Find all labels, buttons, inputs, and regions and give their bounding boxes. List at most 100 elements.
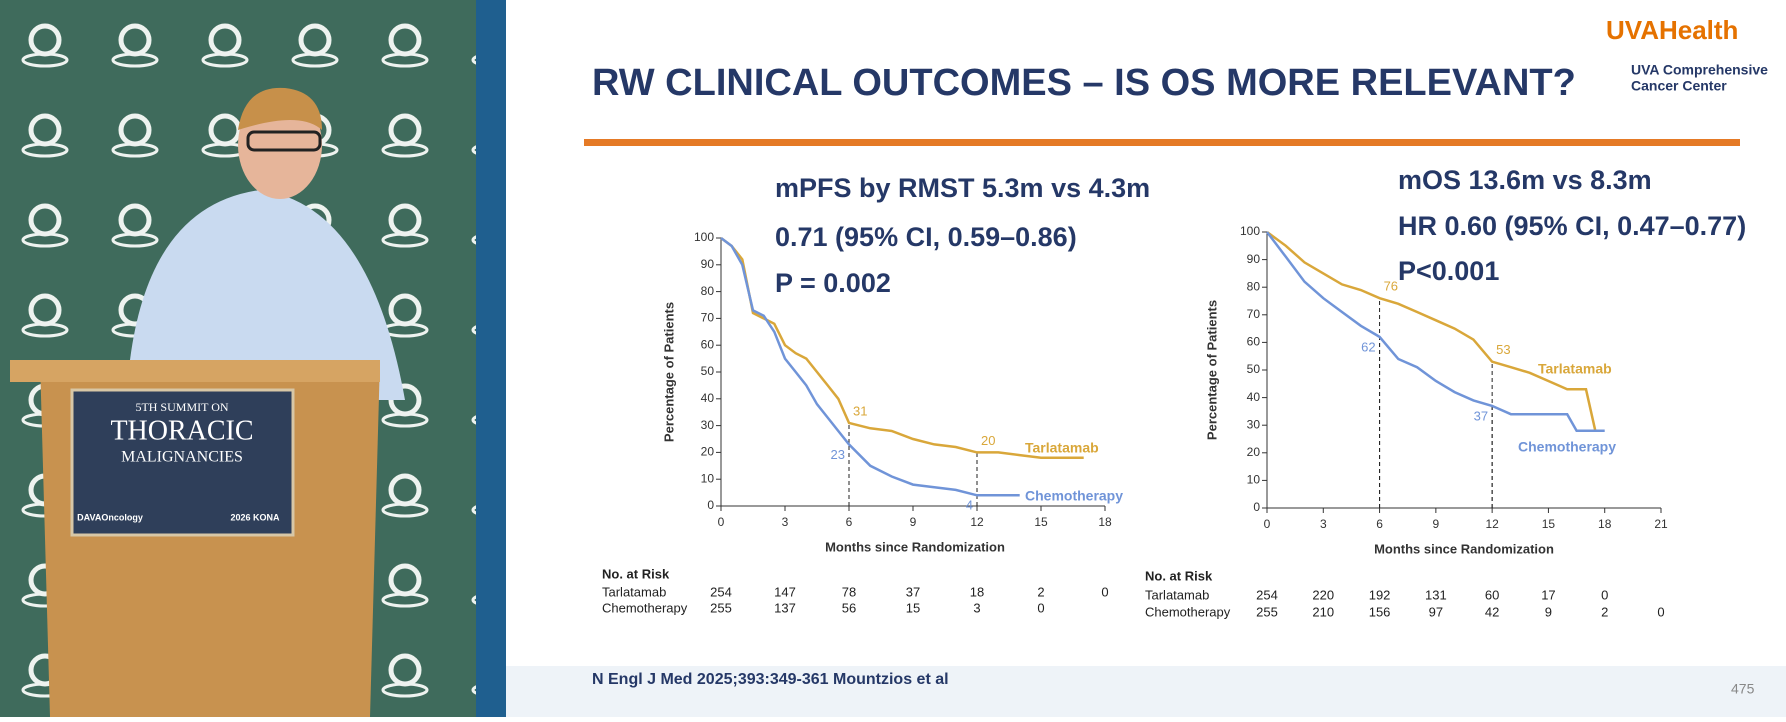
y-tick-label: 50 (1247, 362, 1261, 376)
stat-text: 0.71 (95% CI, 0.59–0.86) (775, 222, 1077, 252)
risk-value: 147 (774, 584, 796, 599)
risk-value: 131 (1425, 587, 1447, 602)
podium-top (10, 360, 380, 382)
podium-logo: 2026 KONA (230, 512, 280, 522)
risk-value: 97 (1429, 604, 1443, 619)
x-tick-label: 12 (1485, 517, 1499, 531)
x-tick-label: 0 (1264, 517, 1271, 531)
curve-annotation: 53 (1496, 342, 1510, 357)
risk-value: 3 (973, 600, 980, 615)
x-tick-label: 18 (1098, 515, 1112, 529)
risk-value: 220 (1312, 587, 1334, 602)
stat-text: P = 0.002 (775, 268, 891, 298)
y-tick-label: 30 (701, 418, 715, 432)
risk-value: 60 (1485, 587, 1499, 602)
y-tick-label: 40 (1247, 390, 1261, 404)
y-tick-label: 60 (701, 337, 715, 351)
y-tick-label: 80 (1247, 279, 1261, 293)
curve-annotation: 4 (966, 498, 973, 513)
curve-annotation: 20 (981, 433, 995, 448)
y-tick-label: 0 (1253, 500, 1260, 514)
logo: UVAHealth (1606, 15, 1738, 45)
x-tick-label: 3 (782, 515, 789, 529)
podium-text: MALIGNANCIES (121, 449, 243, 466)
risk-row-name: Chemotherapy (602, 600, 688, 615)
stripe (476, 0, 506, 717)
x-tick-label: 9 (1433, 517, 1440, 531)
y-tick-label: 10 (1247, 473, 1261, 487)
slide-footer (506, 666, 1786, 717)
risk-value: 17 (1541, 587, 1555, 602)
y-tick-label: 70 (1247, 307, 1261, 321)
x-tick-label: 18 (1598, 517, 1612, 531)
y-tick-label: 50 (701, 364, 715, 378)
survival-curve (1266, 230, 1597, 431)
risk-title: No. at Risk (602, 566, 670, 581)
risk-value: 255 (1256, 604, 1278, 619)
y-tick-label: 60 (1247, 335, 1261, 349)
speaker-shirt (130, 190, 405, 400)
curve-annotation: 76 (1384, 279, 1398, 294)
risk-value: 2 (1601, 604, 1608, 619)
risk-value: 37 (906, 584, 920, 599)
risk-value: 137 (774, 600, 796, 615)
series-label: Chemotherapy (1518, 439, 1616, 455)
risk-value: 0 (1657, 604, 1664, 619)
podium-sign (70, 388, 295, 537)
slide (506, 0, 1786, 717)
slide-title: RW CLINICAL OUTCOMES – IS OS MORE RELEVA… (592, 62, 1576, 104)
stat-text: mOS 13.6m vs 8.3m (1398, 165, 1652, 195)
x-axis-label: Months since Randomization (1374, 541, 1554, 556)
logo-sub: UVA Comprehensive (1631, 62, 1768, 78)
risk-value: 156 (1369, 604, 1391, 619)
risk-value: 210 (1312, 604, 1334, 619)
series-label: Tarlatamab (1538, 361, 1612, 377)
risk-value: 0 (1101, 584, 1108, 599)
y-tick-label: 70 (701, 311, 715, 325)
curve-annotation: 31 (853, 403, 867, 418)
stat-text: mPFS by RMST 5.3m vs 4.3m (775, 173, 1150, 203)
y-tick-label: 30 (1247, 417, 1261, 431)
risk-row-name: Tarlatamab (602, 584, 666, 599)
y-tick-label: 100 (1240, 224, 1260, 238)
podium-logo: DAVAOncology (77, 512, 143, 522)
risk-value: 78 (842, 584, 856, 599)
risk-value: 255 (710, 600, 732, 615)
x-tick-label: 21 (1654, 517, 1668, 531)
x-tick-label: 15 (1542, 517, 1556, 531)
risk-value: 2 (1037, 584, 1044, 599)
y-tick-label: 20 (1247, 445, 1261, 459)
x-tick-label: 12 (970, 515, 984, 529)
risk-value: 9 (1545, 604, 1552, 619)
y-tick-label: 90 (1247, 252, 1261, 266)
series-label: Tarlatamab (1025, 440, 1099, 456)
speaker-hair (238, 87, 322, 130)
survival-curve (720, 236, 1020, 497)
y-tick-label: 20 (701, 445, 715, 459)
risk-value: 254 (1256, 587, 1278, 602)
stat-text: P<0.001 (1398, 256, 1499, 286)
x-axis-label: Months since Randomization (825, 539, 1005, 554)
stat-text: HR 0.60 (95% CI, 0.47–0.77) (1398, 211, 1746, 241)
citation: N Engl J Med 2025;393:349-361 Mountzios … (592, 671, 949, 688)
risk-row-name: Tarlatamab (1145, 587, 1209, 602)
y-tick-label: 80 (701, 284, 715, 298)
x-tick-label: 15 (1034, 515, 1048, 529)
risk-value: 0 (1601, 587, 1608, 602)
curve-annotation: 37 (1474, 408, 1488, 423)
risk-value: 0 (1037, 600, 1044, 615)
y-axis-label: Percentage of Patients (661, 302, 676, 442)
curve-annotation: 23 (831, 447, 845, 462)
y-tick-label: 90 (701, 257, 715, 271)
risk-value: 56 (842, 600, 856, 615)
x-tick-label: 6 (846, 515, 853, 529)
curve-annotation: 62 (1361, 339, 1375, 354)
x-tick-label: 3 (1320, 517, 1327, 531)
risk-value: 18 (970, 584, 984, 599)
series-label: Chemotherapy (1025, 488, 1123, 504)
survival-curve (720, 236, 1084, 460)
risk-title: No. at Risk (1145, 568, 1213, 583)
page-number: 475 (1731, 681, 1755, 697)
